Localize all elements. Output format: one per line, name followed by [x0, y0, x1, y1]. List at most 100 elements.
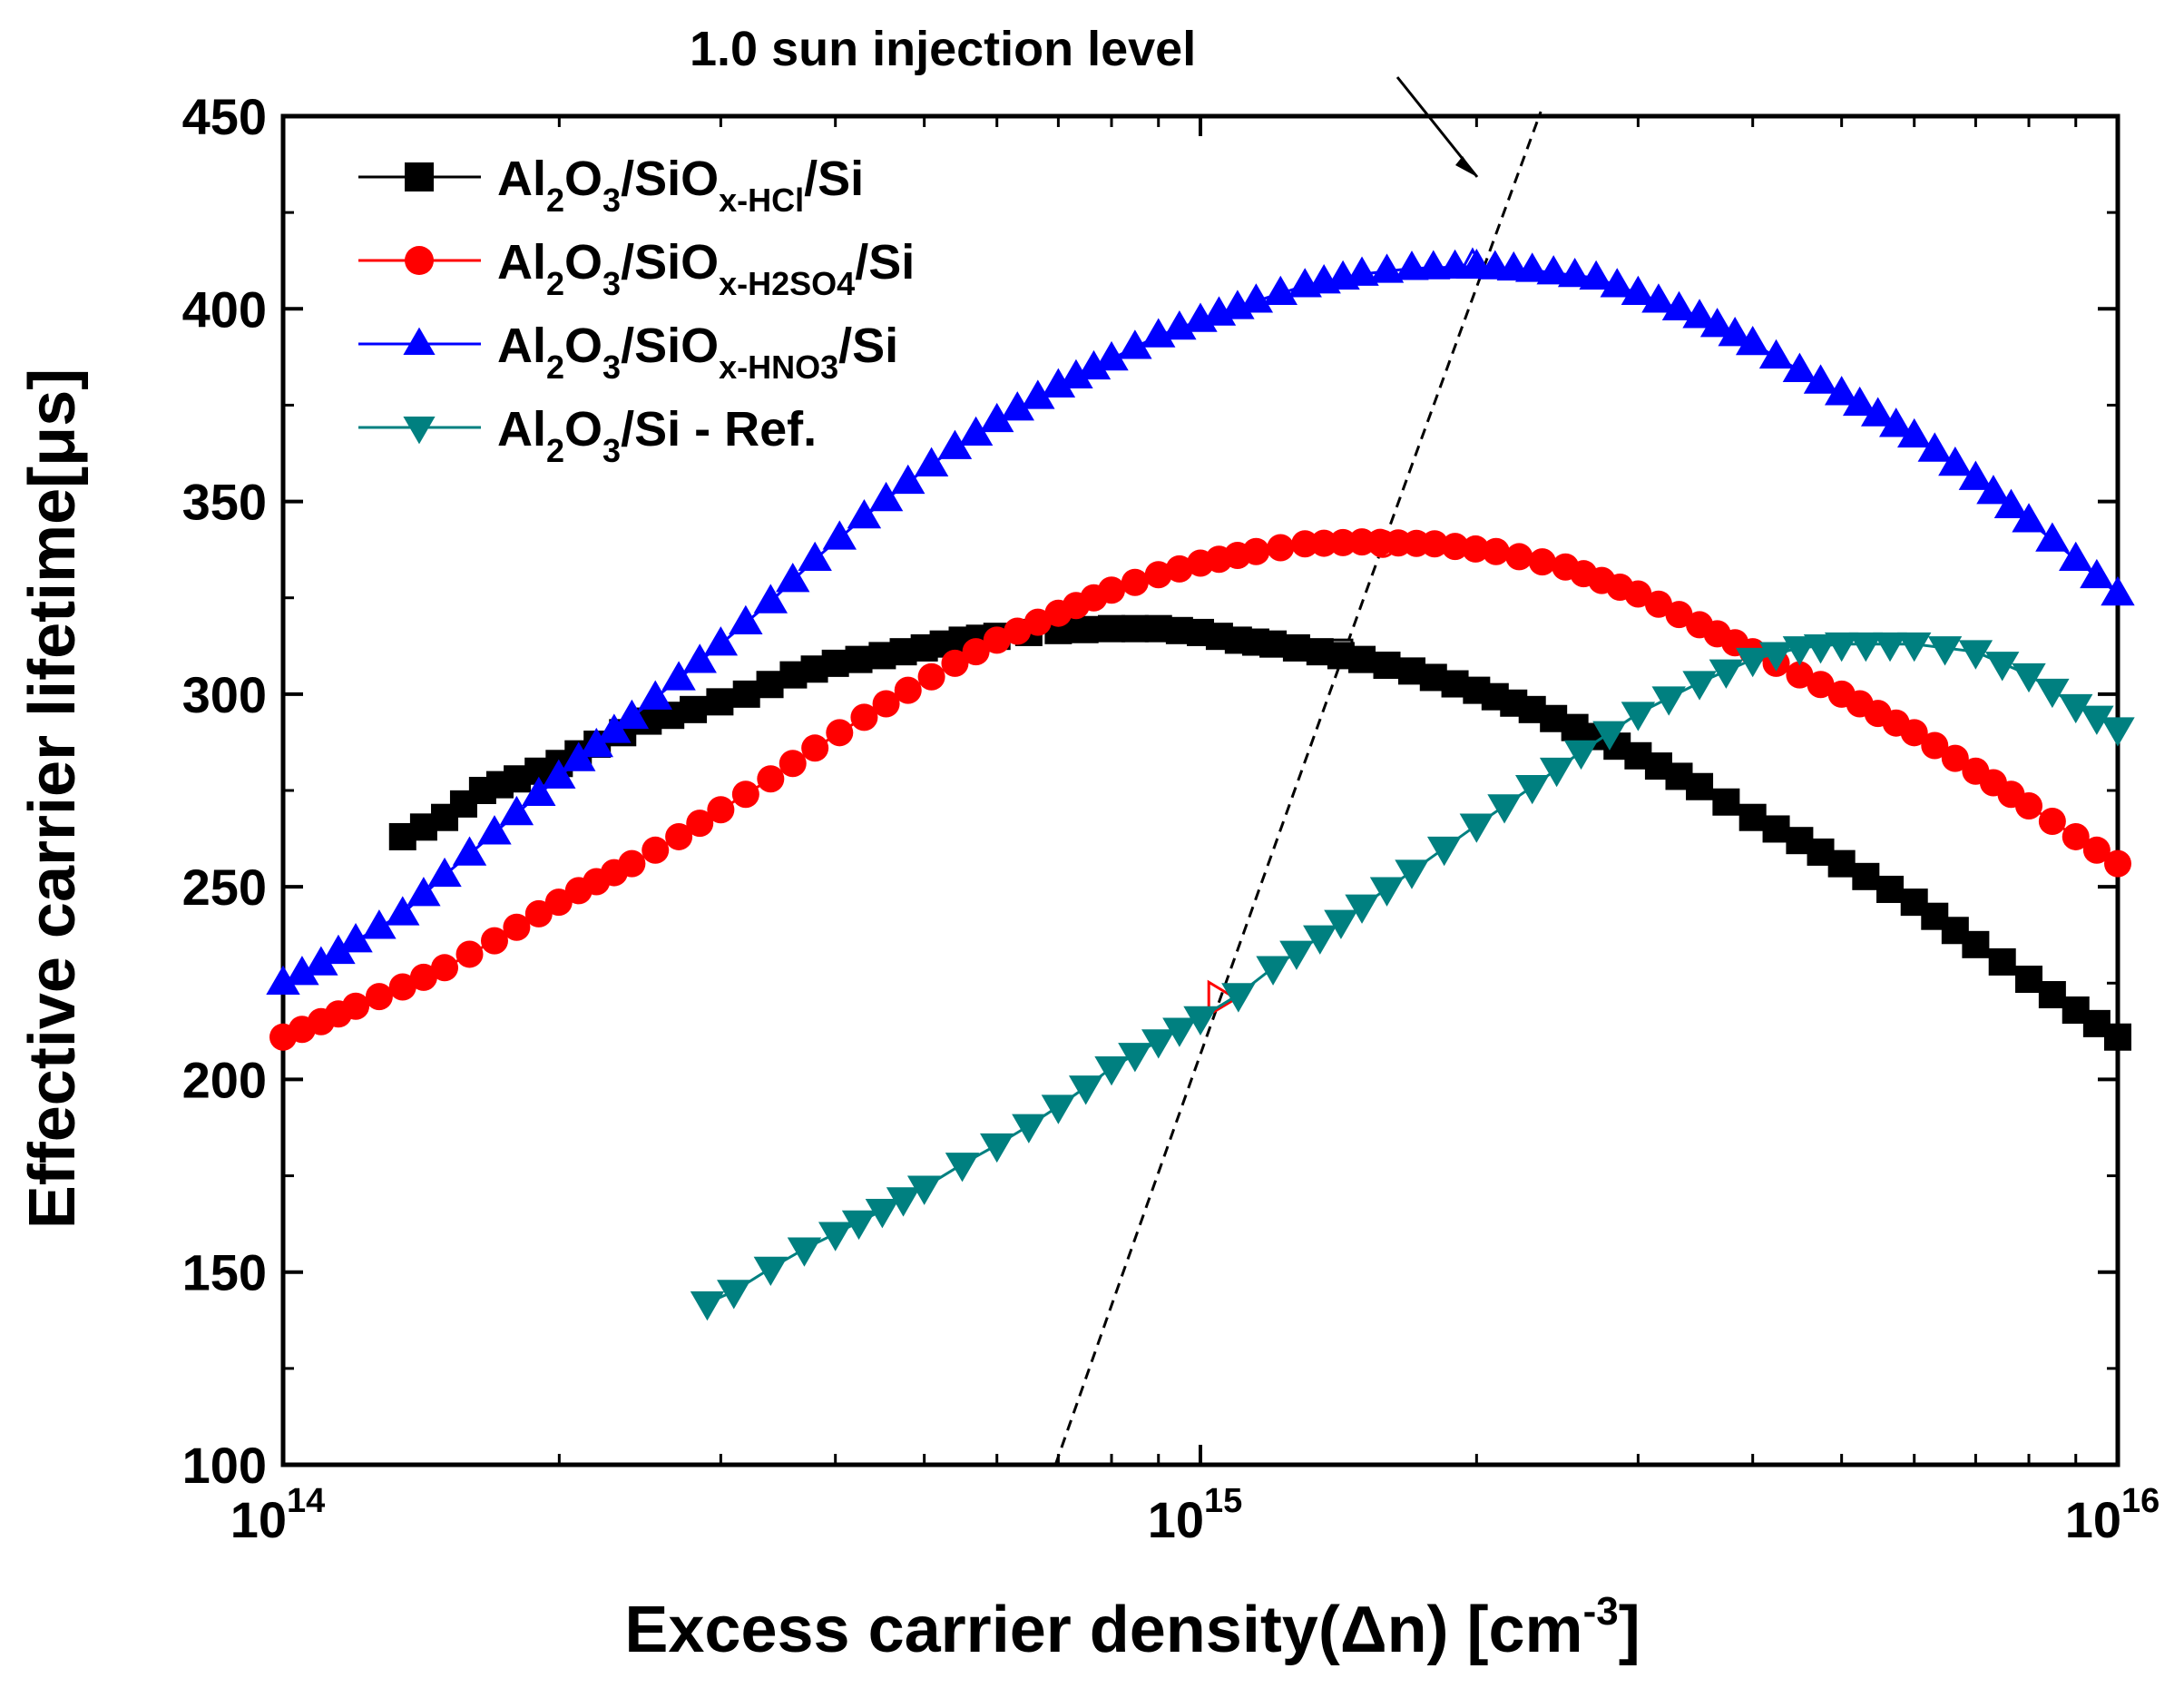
data-point	[1141, 318, 1176, 348]
legend: Al2O3/SiOx-HCl/SiAl2O3/SiOx-H2SO4/SiAl2O…	[358, 152, 915, 469]
data-point	[455, 940, 484, 968]
data-point	[2015, 791, 2043, 820]
data-point	[1165, 555, 1193, 583]
data-point	[2080, 558, 2114, 589]
data-point	[638, 680, 672, 710]
data-point	[1329, 528, 1357, 556]
data-point	[1426, 836, 1462, 867]
y-tick-label: 150	[182, 1244, 267, 1301]
data-point	[776, 563, 810, 593]
data-point	[1917, 432, 1952, 462]
data-point	[1515, 252, 1550, 282]
data-point	[1661, 290, 1697, 321]
legend-label-part: 3	[602, 348, 621, 386]
data-point	[1941, 744, 1969, 772]
x-tick-label: 1016	[2065, 1482, 2160, 1548]
data-point	[1842, 386, 1877, 417]
data-point	[1121, 614, 1149, 643]
data-point	[1682, 671, 1717, 701]
data-point	[499, 795, 534, 826]
data-point	[1758, 642, 1794, 672]
data-point	[1098, 576, 1126, 604]
data-point	[980, 402, 1014, 433]
data-point	[386, 896, 420, 926]
legend-label-part: O	[564, 319, 602, 373]
data-point	[706, 688, 734, 716]
data-point	[1021, 379, 1055, 409]
data-point	[1824, 376, 1859, 406]
data-point	[618, 849, 646, 878]
data-point	[865, 1199, 900, 1229]
x-tick-base: 10	[2065, 1491, 2121, 1548]
data-point	[1958, 640, 1993, 670]
data-point	[1927, 636, 1963, 666]
data-point	[2038, 981, 2066, 1009]
legend-label-part: Al	[497, 319, 546, 373]
data-point	[409, 963, 437, 991]
y-axis-label: Effective carrier lifetime[μs]	[16, 368, 89, 1229]
data-point	[1718, 317, 1752, 347]
data-point	[1782, 636, 1817, 666]
legend-label-part: /Si	[855, 235, 915, 290]
data-point	[1369, 253, 1405, 283]
data-point	[937, 429, 973, 459]
data-point	[1395, 250, 1429, 280]
legend-label-part: x-H2SO4	[719, 265, 855, 302]
legend-label: Al2O3/Si - Ref.	[497, 402, 817, 469]
data-point	[945, 1153, 980, 1183]
x-axis-label: Excess carrier density(Δn) [cm-3]	[624, 1589, 1640, 1666]
data-point	[1988, 947, 2016, 976]
data-point	[821, 649, 849, 677]
data-point	[1345, 894, 1379, 924]
data-point	[597, 713, 632, 743]
data-point	[1303, 925, 1337, 955]
x-tick-exp: 14	[287, 1482, 325, 1520]
data-point	[1539, 757, 1574, 788]
data-point	[822, 520, 857, 550]
data-point	[1505, 543, 1533, 571]
data-point	[1263, 275, 1298, 306]
x-tick-base: 10	[1148, 1491, 1204, 1548]
y-tick-label: 100	[182, 1437, 267, 1494]
data-point	[406, 877, 441, 907]
data-point	[1686, 772, 1714, 800]
data-point	[753, 584, 788, 613]
legend-label-part: /SiO	[621, 152, 719, 206]
data-point	[1004, 617, 1032, 645]
data-point	[1369, 877, 1405, 907]
data-point	[1699, 308, 1735, 338]
data-point	[886, 1187, 921, 1217]
y-tick-label: 250	[182, 859, 267, 916]
data-point	[477, 815, 512, 845]
data-point	[1373, 652, 1401, 680]
data-point	[1803, 634, 1838, 664]
legend-label-part: /Si	[804, 152, 864, 206]
data-point	[2101, 717, 2135, 747]
data-point	[1873, 632, 1907, 663]
x-tick-base: 10	[230, 1491, 287, 1548]
series-3	[266, 249, 2135, 996]
data-point	[1291, 530, 1319, 558]
legend-label-part: 2	[546, 182, 564, 219]
legend-label-part: O	[564, 235, 602, 290]
data-point	[1938, 446, 1973, 476]
data-point	[1782, 352, 1817, 382]
series-layer	[266, 249, 2135, 1321]
data-point	[703, 626, 739, 656]
data-point	[1239, 283, 1274, 313]
data-point	[1735, 325, 1770, 356]
data-point	[1242, 537, 1270, 565]
data-point	[665, 822, 693, 850]
data-point	[1985, 652, 2020, 682]
data-point	[841, 1210, 877, 1241]
data-point	[388, 973, 416, 1001]
data-point	[1651, 686, 1686, 716]
data-point	[983, 626, 1011, 654]
data-point	[690, 1291, 725, 1321]
annotation-label: 1.0 sun injection level	[690, 22, 1196, 76]
data-point	[285, 956, 319, 986]
data-point	[1041, 368, 1076, 398]
legend-label: Al2O3/SiOx-H2SO4/Si	[497, 235, 915, 302]
data-point	[847, 499, 882, 529]
